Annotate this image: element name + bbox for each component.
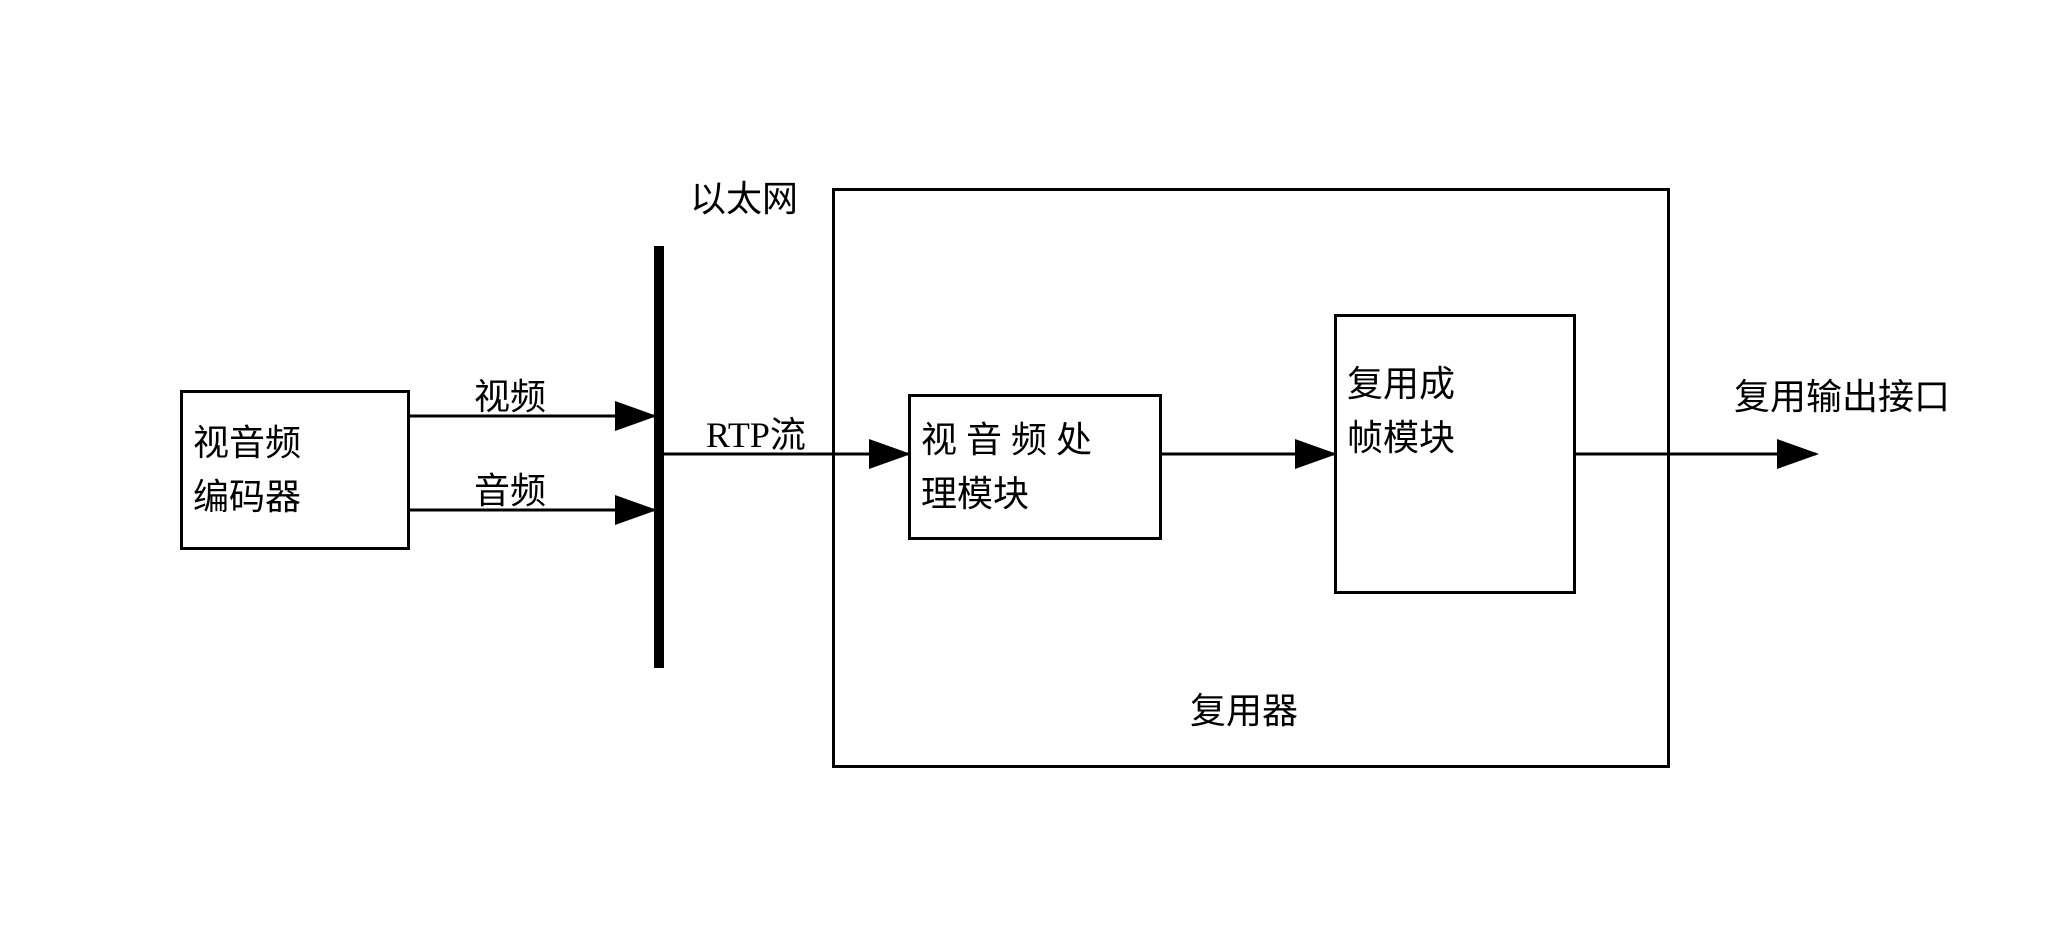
av-module-box: 视 音 频 处 理模块 xyxy=(908,394,1162,540)
av-module-label: 视 音 频 处 理模块 xyxy=(921,413,1092,521)
encoder-label: 视音频 编码器 xyxy=(193,416,301,524)
ethernet-bar xyxy=(654,246,664,668)
frame-module-box: 复用成 帧模块 xyxy=(1334,314,1576,594)
output-label: 复用输出接口 xyxy=(1734,376,1950,419)
mux-label: 复用器 xyxy=(1190,690,1298,733)
frame-module-label: 复用成 帧模块 xyxy=(1347,357,1455,465)
video-arrow-label: 视频 xyxy=(474,376,546,419)
audio-arrow-label: 音频 xyxy=(474,470,546,513)
ethernet-label: 以太网 xyxy=(690,178,798,221)
rtp-arrow-label: RTP流 xyxy=(706,414,806,457)
encoder-box: 视音频 编码器 xyxy=(180,390,410,550)
